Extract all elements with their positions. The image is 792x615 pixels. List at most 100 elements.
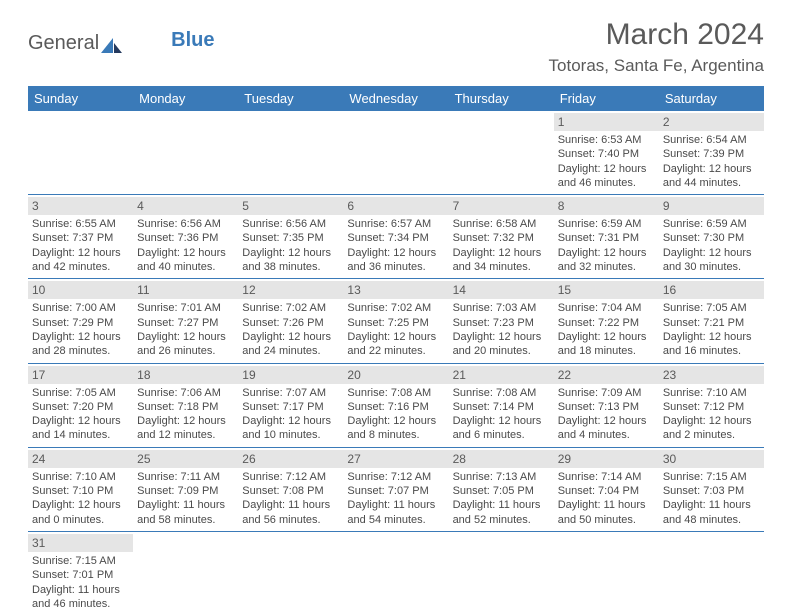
- day-details: Sunrise: 7:09 AMSunset: 7:13 PMDaylight:…: [558, 386, 655, 443]
- day-number: 7: [449, 197, 554, 215]
- day-details: Sunrise: 7:13 AMSunset: 7:05 PMDaylight:…: [453, 470, 550, 527]
- calendar-cell: 19Sunrise: 7:07 AMSunset: 7:17 PMDayligh…: [238, 363, 343, 447]
- day-details: Sunrise: 7:05 AMSunset: 7:21 PMDaylight:…: [663, 301, 760, 358]
- day-details: Sunrise: 6:59 AMSunset: 7:31 PMDaylight:…: [558, 217, 655, 274]
- location: Totoras, Santa Fe, Argentina: [549, 56, 764, 76]
- calendar-cell: 15 Sunrise: 7:04 AMSunset: 7:22 PMDayligh…: [554, 279, 659, 363]
- calendar-cell: [133, 531, 238, 615]
- calendar-cell: 2 Sunrise: 6:54 AMSunset: 7:39 PMDaylight…: [659, 111, 764, 195]
- day-details: Sunrise: 6:53 AMSunset: 7:40 PMDaylight:…: [558, 133, 655, 190]
- calendar-cell: 12Sunrise: 7:02 AMSunset: 7:26 PMDayligh…: [238, 279, 343, 363]
- day-number: 27: [343, 450, 448, 468]
- day-details: Sunrise: 6:57 AMSunset: 7:34 PMDaylight:…: [347, 217, 444, 274]
- day-details: Sunrise: 6:58 AMSunset: 7:32 PMDaylight:…: [453, 217, 550, 274]
- day-details: Sunrise: 7:07 AMSunset: 7:17 PMDaylight:…: [242, 386, 339, 443]
- day-number: 2: [659, 113, 764, 131]
- day-details: Sunrise: 7:08 AMSunset: 7:14 PMDaylight:…: [453, 386, 550, 443]
- day-details: Sunrise: 7:01 AMSunset: 7:27 PMDaylight:…: [137, 301, 234, 358]
- day-details: Sunrise: 7:12 AMSunset: 7:07 PMDaylight:…: [347, 470, 444, 527]
- weekday-header: Monday: [133, 86, 238, 111]
- logo-word1: General: [28, 32, 99, 55]
- day-details: Sunrise: 7:02 AMSunset: 7:25 PMDaylight:…: [347, 301, 444, 358]
- logo: General Blue: [28, 18, 215, 55]
- calendar-cell: 18Sunrise: 7:06 AMSunset: 7:18 PMDayligh…: [133, 363, 238, 447]
- day-details: Sunrise: 7:05 AMSunset: 7:20 PMDaylight:…: [32, 386, 129, 443]
- calendar-cell: 6Sunrise: 6:57 AMSunset: 7:34 PMDaylight…: [343, 195, 448, 279]
- calendar-cell: 11 Sunrise: 7:01 AMSunset: 7:27 PMDayligh…: [133, 279, 238, 363]
- calendar-cell: 24 Sunrise: 7:10 AMSunset: 7:10 PMDayligh…: [28, 447, 133, 531]
- calendar-cell: [343, 531, 448, 615]
- calendar-cell: 23Sunrise: 7:10 AMSunset: 7:12 PMDayligh…: [659, 363, 764, 447]
- day-number: 4: [133, 197, 238, 215]
- day-details: Sunrise: 7:11 AMSunset: 7:09 PMDaylight:…: [137, 470, 234, 527]
- weekday-header: Saturday: [659, 86, 764, 111]
- month-title: March 2024: [549, 18, 764, 52]
- calendar-cell: 7 Sunrise: 6:58 AMSunset: 7:32 PMDaylight…: [449, 195, 554, 279]
- day-number: 22: [554, 366, 659, 384]
- day-number: 14: [449, 281, 554, 299]
- weekday-header: Thursday: [449, 86, 554, 111]
- day-number: 17: [28, 366, 133, 384]
- weekday-header: Wednesday: [343, 86, 448, 111]
- calendar-cell: 25 Sunrise: 7:11 AMSunset: 7:09 PMDayligh…: [133, 447, 238, 531]
- calendar-cell: 30 Sunrise: 7:15 AMSunset: 7:03 PMDayligh…: [659, 447, 764, 531]
- calendar-cell: [449, 531, 554, 615]
- day-details: Sunrise: 7:04 AMSunset: 7:22 PMDaylight:…: [558, 301, 655, 358]
- day-number: 31: [28, 534, 133, 552]
- calendar-cell: 16 Sunrise: 7:05 AMSunset: 7:21 PMDayligh…: [659, 279, 764, 363]
- calendar-cell: [343, 111, 448, 195]
- calendar-cell: [659, 531, 764, 615]
- calendar-cell: 29 Sunrise: 7:14 AMSunset: 7:04 PMDayligh…: [554, 447, 659, 531]
- calendar-cell: 3Sunrise: 6:55 AMSunset: 7:37 PMDaylight…: [28, 195, 133, 279]
- day-number: 18: [133, 366, 238, 384]
- calendar-cell: 31 Sunrise: 7:15 AMSunset: 7:01 PMDayligh…: [28, 531, 133, 615]
- day-details: Sunrise: 7:10 AMSunset: 7:10 PMDaylight:…: [32, 470, 129, 527]
- calendar-cell: [28, 111, 133, 195]
- day-number: 30: [659, 450, 764, 468]
- calendar-cell: 14 Sunrise: 7:03 AMSunset: 7:23 PMDayligh…: [449, 279, 554, 363]
- day-details: Sunrise: 6:56 AMSunset: 7:36 PMDaylight:…: [137, 217, 234, 274]
- calendar-cell: 28 Sunrise: 7:13 AMSunset: 7:05 PMDayligh…: [449, 447, 554, 531]
- day-number: 21: [449, 366, 554, 384]
- day-details: Sunrise: 7:14 AMSunset: 7:04 PMDaylight:…: [558, 470, 655, 527]
- calendar-cell: [554, 531, 659, 615]
- day-details: Sunrise: 6:54 AMSunset: 7:39 PMDaylight:…: [663, 133, 760, 190]
- calendar-cell: 27 Sunrise: 7:12 AMSunset: 7:07 PMDayligh…: [343, 447, 448, 531]
- calendar-cell: 17 Sunrise: 7:05 AMSunset: 7:20 PMDayligh…: [28, 363, 133, 447]
- calendar-cell: 13 Sunrise: 7:02 AMSunset: 7:25 PMDayligh…: [343, 279, 448, 363]
- day-number: 8: [554, 197, 659, 215]
- weekday-header: Sunday: [28, 86, 133, 111]
- day-details: Sunrise: 7:02 AMSunset: 7:26 PMDaylight:…: [242, 301, 339, 358]
- calendar-cell: [238, 111, 343, 195]
- calendar-cell: 4 Sunrise: 6:56 AMSunset: 7:36 PMDaylight…: [133, 195, 238, 279]
- logo-sail-icon: [101, 36, 123, 54]
- day-number: 24: [28, 450, 133, 468]
- day-number: 3: [28, 197, 133, 215]
- day-number: 29: [554, 450, 659, 468]
- day-details: Sunrise: 7:15 AMSunset: 7:03 PMDaylight:…: [663, 470, 760, 527]
- weekday-header: Tuesday: [238, 86, 343, 111]
- day-details: Sunrise: 7:08 AMSunset: 7:16 PMDaylight:…: [347, 386, 444, 443]
- day-details: Sunrise: 7:15 AMSunset: 7:01 PMDaylight:…: [32, 554, 129, 611]
- calendar-cell: 22 Sunrise: 7:09 AMSunset: 7:13 PMDayligh…: [554, 363, 659, 447]
- day-details: Sunrise: 6:59 AMSunset: 7:30 PMDaylight:…: [663, 217, 760, 274]
- day-details: Sunrise: 7:03 AMSunset: 7:23 PMDaylight:…: [453, 301, 550, 358]
- day-number: 23: [659, 366, 764, 384]
- day-details: Sunrise: 7:12 AMSunset: 7:08 PMDaylight:…: [242, 470, 339, 527]
- day-number: 15: [554, 281, 659, 299]
- calendar-body: 1Sunrise: 6:53 AMSunset: 7:40 PMDaylight…: [28, 111, 764, 615]
- calendar-cell: [133, 111, 238, 195]
- calendar-cell: 5Sunrise: 6:56 AMSunset: 7:35 PMDaylight…: [238, 195, 343, 279]
- day-number: 13: [343, 281, 448, 299]
- calendar-cell: 8 Sunrise: 6:59 AMSunset: 7:31 PMDaylight…: [554, 195, 659, 279]
- day-number: 16: [659, 281, 764, 299]
- calendar-cell: 10Sunrise: 7:00 AMSunset: 7:29 PMDayligh…: [28, 279, 133, 363]
- calendar-cell: 9Sunrise: 6:59 AMSunset: 7:30 PMDaylight…: [659, 195, 764, 279]
- weekday-header: Friday: [554, 86, 659, 111]
- day-number: 28: [449, 450, 554, 468]
- day-number: 25: [133, 450, 238, 468]
- day-number: 10: [28, 281, 133, 299]
- day-number: 11: [133, 281, 238, 299]
- calendar-cell: [238, 531, 343, 615]
- calendar-cell: 26Sunrise: 7:12 AMSunset: 7:08 PMDayligh…: [238, 447, 343, 531]
